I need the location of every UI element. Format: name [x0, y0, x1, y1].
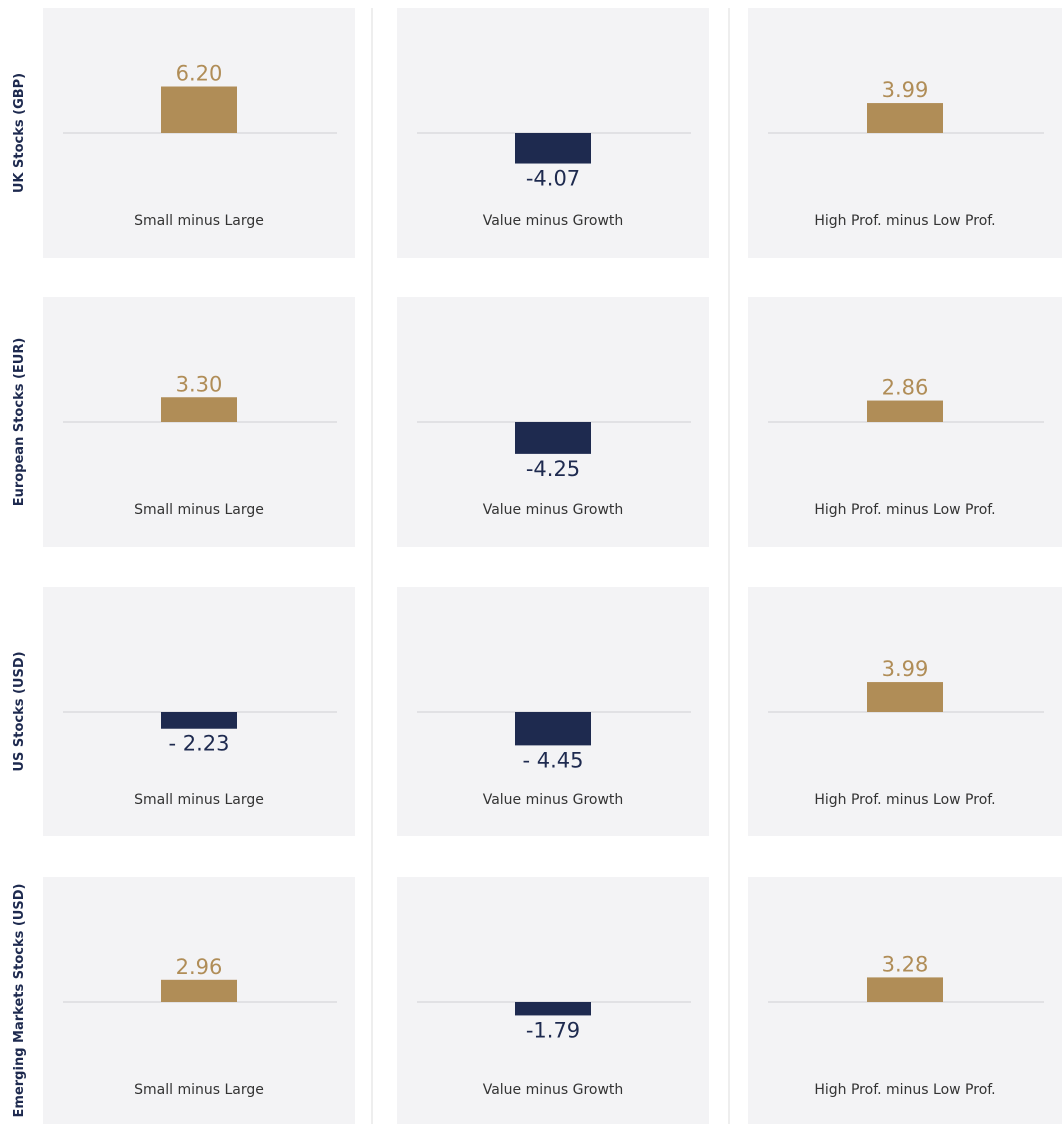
bar — [515, 1002, 591, 1016]
category-label: Value minus Growth — [483, 213, 624, 229]
data-label: -4.25 — [526, 457, 580, 481]
data-label: 3.30 — [176, 372, 223, 396]
bar — [515, 422, 591, 454]
row-label: European Stocks (EUR) — [12, 338, 27, 507]
bar — [867, 682, 943, 712]
category-label: Value minus Growth — [483, 792, 624, 808]
data-label: - 2.23 — [168, 732, 229, 756]
category-label: Value minus Growth — [483, 502, 624, 518]
bar — [161, 397, 237, 422]
bar — [161, 712, 237, 729]
category-label: Small minus Large — [134, 502, 264, 518]
row-label: Emerging Markets Stocks (USD) — [12, 884, 27, 1118]
bar — [161, 86, 237, 133]
bar — [867, 977, 943, 1002]
panel-background — [397, 877, 709, 1124]
category-label: High Prof. minus Low Prof. — [814, 213, 995, 229]
category-label: High Prof. minus Low Prof. — [814, 792, 995, 808]
bar — [867, 400, 943, 422]
category-label: High Prof. minus Low Prof. — [814, 502, 995, 518]
data-label: 3.99 — [882, 657, 929, 681]
data-label: 2.96 — [176, 955, 223, 979]
data-label: -4.07 — [526, 167, 580, 191]
category-label: Small minus Large — [134, 213, 264, 229]
data-label: -1.79 — [526, 1018, 580, 1042]
data-label: 3.99 — [882, 78, 929, 102]
bar — [867, 103, 943, 133]
data-label: 3.28 — [882, 952, 929, 976]
bar — [161, 979, 237, 1002]
category-label: Value minus Growth — [483, 1082, 624, 1098]
bar — [515, 712, 591, 746]
data-label: 6.20 — [176, 62, 223, 86]
bar — [515, 133, 591, 164]
data-label: - 4.45 — [522, 748, 583, 772]
category-label: Small minus Large — [134, 792, 264, 808]
row-label: UK Stocks (GBP) — [12, 73, 27, 193]
category-label: High Prof. minus Low Prof. — [814, 1082, 995, 1098]
row-label: US Stocks (USD) — [12, 651, 27, 771]
category-label: Small minus Large — [134, 1082, 264, 1098]
data-label: 2.86 — [882, 376, 929, 400]
